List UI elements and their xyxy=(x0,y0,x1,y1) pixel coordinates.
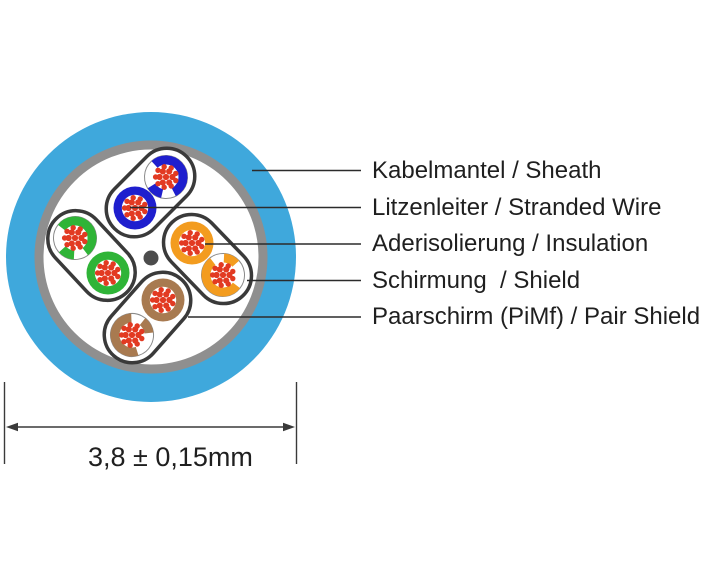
label-insulation: Aderisolierung / Insulation xyxy=(372,230,649,257)
dimension-arrow-right xyxy=(283,422,295,432)
center-filler xyxy=(143,250,159,266)
dimension-annotation xyxy=(3,382,298,464)
label-sheath: Kabelmantel / Sheath xyxy=(372,157,602,184)
label-pair-shield: Paarschirm (PiMf) / Pair Shield xyxy=(372,303,701,330)
label-shield: Schirmung / Shield xyxy=(372,267,581,294)
label-stranded-wire: Litzenleiter / Stranded Wire xyxy=(372,194,662,221)
dimension-arrow-left xyxy=(6,422,18,432)
dimension-value: 3,8 ± 0,15mm xyxy=(88,442,253,472)
leader-lines xyxy=(130,169,361,318)
